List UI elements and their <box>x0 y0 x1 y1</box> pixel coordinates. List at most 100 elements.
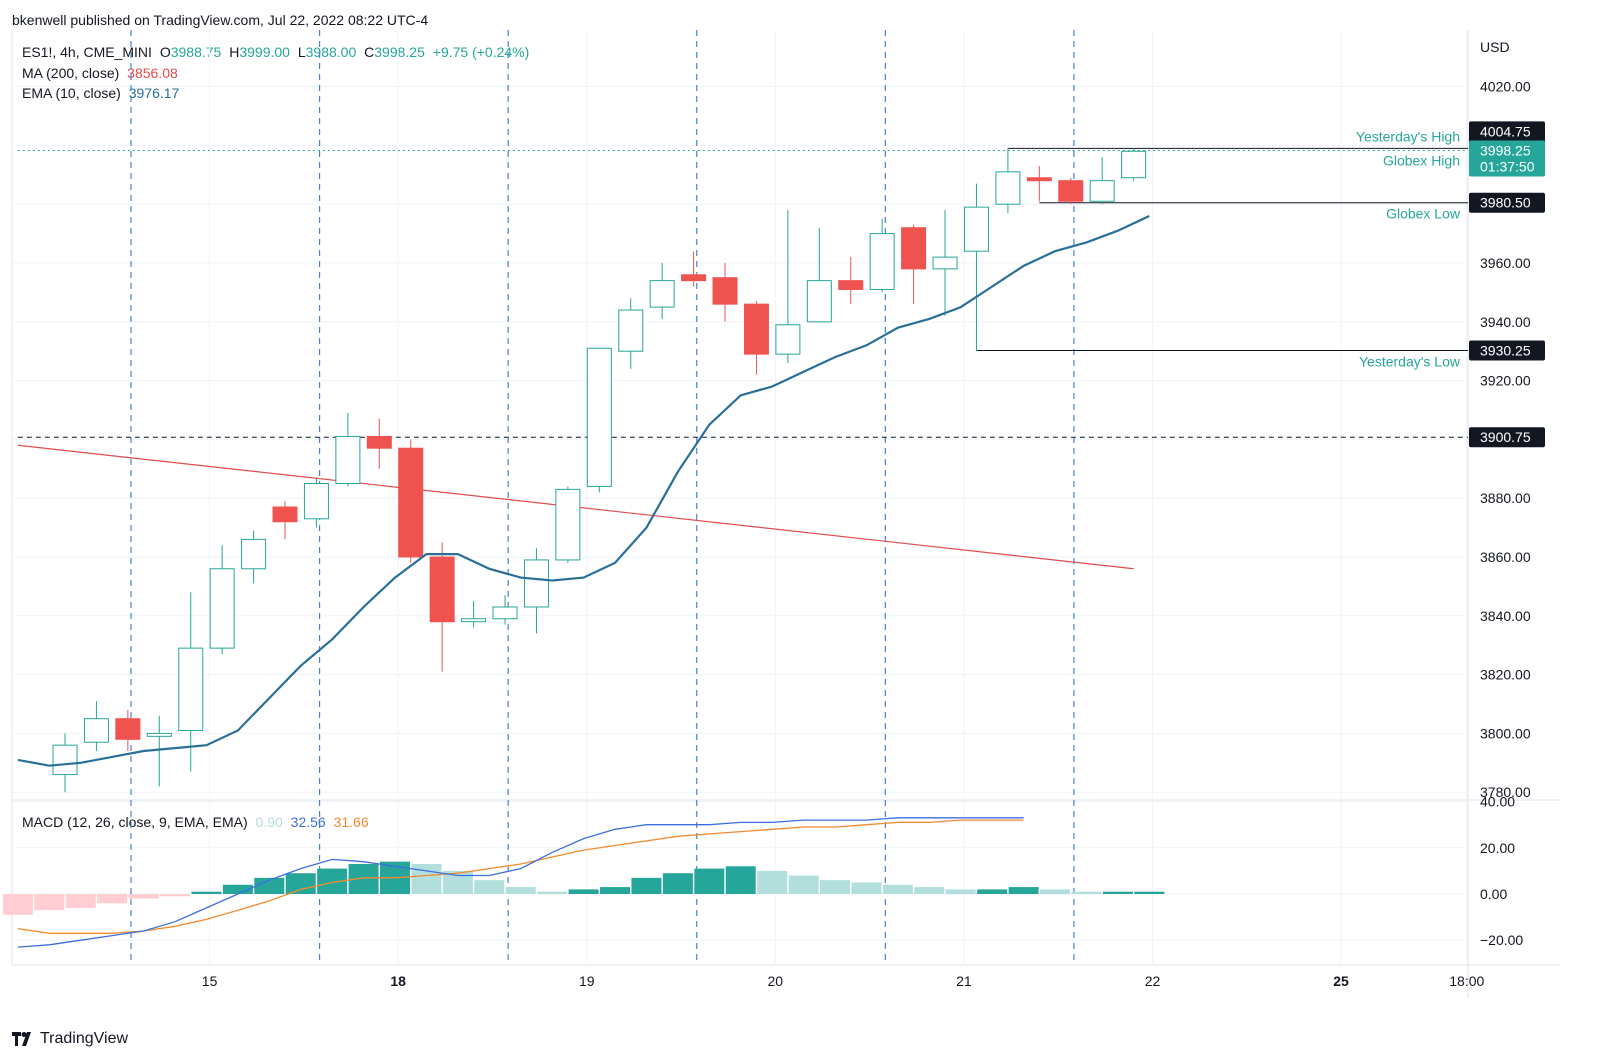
macd-hist-bar <box>1008 887 1039 894</box>
time-tick-label: 20 <box>768 973 784 989</box>
candle-up <box>146 732 172 737</box>
legend-ohlc: ES1!, 4h, CME_MINI O3988.75 H3999.00 L39… <box>22 44 533 60</box>
macd-signal-line <box>17 819 1024 934</box>
price-level-badge-text: 3900.75 <box>1480 429 1531 445</box>
candle-up <box>806 280 832 323</box>
macd-hist-bar <box>537 891 568 894</box>
candle-down <box>901 227 927 270</box>
macd-hist-bar <box>1071 891 1102 894</box>
brand-name: TradingView <box>40 1030 129 1047</box>
price-level-badge <box>1469 427 1545 448</box>
candle-down <box>838 280 864 290</box>
macd-hist-bar <box>411 863 442 894</box>
macd-hist-bar <box>945 889 976 894</box>
macd-hist-bar <box>505 887 536 894</box>
macd-hist-bar <box>1134 891 1165 894</box>
candle-down <box>398 447 424 558</box>
candle-up <box>52 744 78 776</box>
time-tick-label: 25 <box>1333 973 1349 989</box>
macd-hist-bar <box>851 882 882 894</box>
level-label: Globex High <box>1383 153 1460 169</box>
legend-ma-label: MA (200, close) <box>22 65 120 81</box>
legend-ma-value: 3856.08 <box>127 65 178 81</box>
price-tick-label: 3840.00 <box>1480 608 1531 624</box>
price-tick-label: 3860.00 <box>1480 549 1531 565</box>
time-tick-label: 18:00 <box>1449 973 1484 989</box>
price-level-badge-text: 4004.75 <box>1480 123 1531 139</box>
macd-tick-label: 40.00 <box>1480 794 1515 810</box>
macd-hist-bar <box>1040 889 1071 894</box>
tradingview-brand[interactable]: TradingView <box>12 1030 128 1048</box>
price-tick-label: 3880.00 <box>1480 490 1531 506</box>
macd-hist-bar <box>222 884 253 894</box>
price-tick-label: 3800.00 <box>1480 725 1531 741</box>
candle-up <box>618 309 644 352</box>
legend-ema[interactable]: EMA (10, close) 3976.17 <box>22 85 183 101</box>
macd-hist-bar <box>191 891 222 894</box>
candle-up <box>775 324 801 355</box>
candle-up <box>523 559 549 608</box>
price-level-badge <box>1469 340 1545 361</box>
legend-close: 3998.25 <box>374 44 425 60</box>
macd-hist-bar <box>725 866 756 894</box>
macd-hist-bar <box>600 887 631 894</box>
candle-down <box>1058 180 1084 202</box>
legend-macd-label: MACD (12, 26, close, 9, EMA, EMA) <box>22 814 248 830</box>
candle-up <box>586 347 612 487</box>
macd-hist-bar <box>977 889 1008 894</box>
macd-hist-bar <box>160 894 191 897</box>
macd-line <box>17 817 1024 948</box>
legend-macd-hist: 0.90 <box>255 814 283 830</box>
candle-up <box>492 606 518 620</box>
legend-high-label: H <box>229 44 240 60</box>
price-level-badge <box>1469 192 1545 213</box>
macd-tick-label: 0.00 <box>1480 886 1507 902</box>
candle-up <box>963 206 989 252</box>
legend-low: 3988.00 <box>305 44 357 60</box>
candle-up <box>241 538 267 570</box>
price-tick-label: 3920.00 <box>1480 373 1531 389</box>
macd-tick-label: 20.00 <box>1480 840 1515 856</box>
legend-macd[interactable]: MACD (12, 26, close, 9, EMA, EMA) 0.90 3… <box>22 814 373 830</box>
price-level-badge-text: 3930.25 <box>1480 342 1531 358</box>
macd-hist-bar <box>65 894 96 908</box>
price-level-badge <box>1469 121 1545 142</box>
macd-hist-bar <box>914 887 945 894</box>
legend-macd-line: 32.56 <box>290 814 326 830</box>
macd-hist-bar <box>694 868 725 894</box>
legend-high: 3999.00 <box>239 44 290 60</box>
legend-symbol[interactable]: ES1!, 4h, CME_MINI <box>22 44 152 60</box>
macd-hist-bar <box>34 894 65 911</box>
time-tick-label: 18 <box>390 973 406 989</box>
published-by: bkenwell published on TradingView.com, J… <box>12 12 429 28</box>
level-label: Yesterday's Low <box>1359 353 1461 369</box>
macd-hist-bar <box>97 894 128 904</box>
price-tick-label: 3820.00 <box>1480 667 1531 683</box>
tradingview-logo-icon <box>12 1032 34 1046</box>
candle-down <box>429 556 455 623</box>
legend-open: 3988.75 <box>170 44 222 60</box>
candle-up <box>649 280 675 308</box>
candle-down <box>272 506 298 523</box>
legend-change: +9.75 (+0.24%) <box>432 44 530 60</box>
macd-hist-bar <box>254 877 285 894</box>
macd-hist-bar <box>474 880 505 894</box>
macd-hist-bar <box>882 884 913 894</box>
macd-hist-bar <box>128 894 159 899</box>
legend-close-label: C <box>364 44 375 60</box>
macd-hist-bar <box>568 889 599 894</box>
legend-ma[interactable]: MA (200, close) 3856.08 <box>22 65 182 81</box>
level-label: Yesterday's High <box>1356 128 1460 144</box>
legend-ema-value: 3976.17 <box>128 85 180 101</box>
price-tick-label: 3940.00 <box>1480 314 1531 330</box>
macd-hist-bar <box>662 873 693 894</box>
candle-down <box>712 277 738 305</box>
time-tick-label: 19 <box>579 973 595 989</box>
level-label: Globex Low <box>1386 206 1461 222</box>
candle-up <box>995 171 1021 205</box>
legend-ema-label: EMA (10, close) <box>22 85 121 101</box>
countdown-text: 01:37:50 <box>1480 159 1535 175</box>
candle-down <box>681 274 707 282</box>
